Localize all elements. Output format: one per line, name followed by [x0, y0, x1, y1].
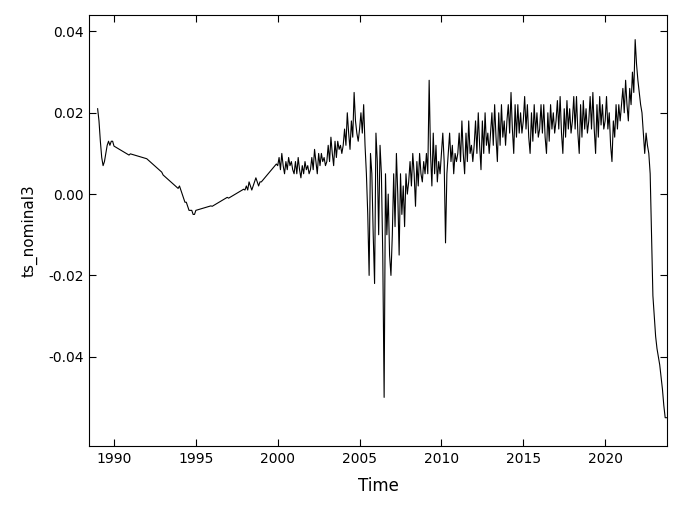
- Y-axis label: ts_nominal3: ts_nominal3: [21, 185, 37, 277]
- X-axis label: Time: Time: [358, 477, 399, 495]
